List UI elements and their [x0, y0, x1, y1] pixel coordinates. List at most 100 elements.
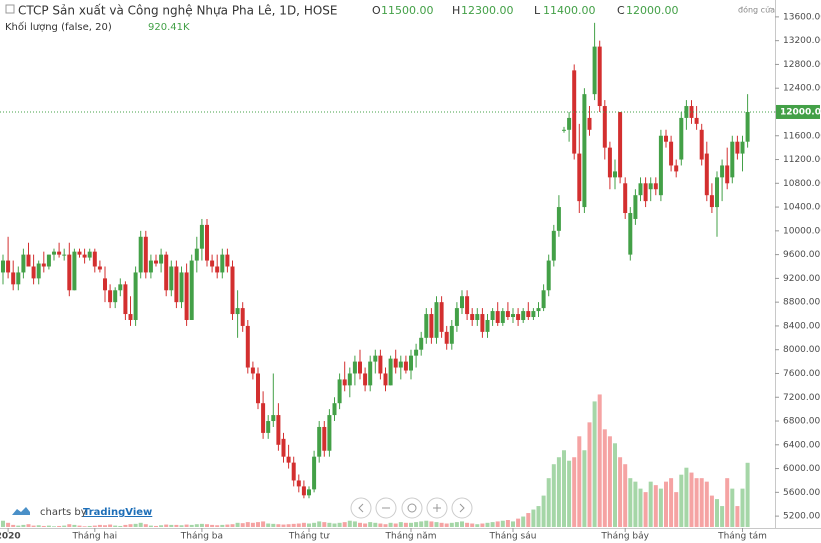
candle-body: [424, 314, 429, 338]
candle-body: [694, 117, 699, 124]
candle-body: [536, 308, 541, 312]
candle-body: [383, 373, 388, 386]
candle-body: [26, 254, 31, 267]
volume-bar: [271, 523, 276, 527]
candle-body: [378, 355, 383, 374]
candle-body: [577, 153, 582, 202]
candle-body: [199, 224, 204, 249]
volume-bar: [454, 522, 459, 527]
volume-bar: [383, 524, 388, 527]
candle-body: [592, 46, 597, 95]
volume-bar: [424, 520, 429, 527]
brand-name[interactable]: TradingView: [83, 507, 152, 518]
candle-body: [57, 251, 62, 255]
volume-bar: [103, 525, 107, 527]
candle-body: [189, 260, 194, 320]
volume-bar: [215, 525, 220, 527]
candle-body: [679, 117, 684, 160]
candle-body: [205, 224, 209, 261]
collapse-icon[interactable]: [5, 4, 15, 14]
volume-bar: [41, 525, 46, 527]
volume-bar: [398, 522, 403, 527]
candle-body: [439, 302, 444, 332]
candle-body: [41, 263, 46, 267]
candle-body: [128, 314, 133, 320]
volume-bar: [720, 506, 725, 527]
volume-bar: [388, 522, 393, 527]
candle-body: [210, 260, 215, 267]
volume-bar: [694, 478, 699, 527]
candle-body: [490, 311, 495, 320]
volume-bar: [31, 525, 36, 527]
candle-body: [562, 129, 566, 131]
volume-bar: [414, 522, 419, 527]
volume-bar: [480, 523, 485, 527]
candle-body: [546, 260, 551, 291]
volume-bar: [562, 450, 566, 527]
volume-bar: [205, 524, 209, 527]
volume-bar: [220, 524, 225, 527]
volume-bar: [577, 436, 582, 527]
candle-body: [118, 284, 123, 291]
volume-bar: [393, 523, 398, 527]
x-tick-label: Tháng bảy: [600, 531, 649, 542]
ohlc-value: 12300.00: [461, 4, 514, 17]
candle-body: [740, 141, 745, 154]
volume-bar: [225, 524, 230, 527]
reset[interactable]: [401, 497, 423, 519]
volume-bar: [368, 522, 373, 527]
volume-legend-value: 920.41K: [148, 22, 190, 33]
scroll-right[interactable]: [451, 497, 473, 519]
candle-body: [103, 278, 107, 291]
volume-bar: [556, 457, 561, 527]
candle-body: [286, 456, 291, 463]
volume-bar: [235, 522, 240, 527]
volume-bar: [664, 481, 668, 527]
volume-bar: [57, 525, 62, 527]
candle-body: [623, 183, 628, 214]
volume-bar: [490, 522, 495, 527]
candle-body: [108, 290, 113, 303]
candle-body: [358, 361, 362, 374]
volume-bar: [123, 524, 128, 527]
candle-body: [363, 373, 368, 386]
candle-body: [327, 415, 332, 451]
candle-body: [31, 266, 36, 279]
branding[interactable]: charts by TradingView: [12, 507, 152, 518]
candle-body: [113, 290, 118, 303]
candle-body: [46, 254, 51, 267]
volume-bar: [526, 513, 531, 527]
candle-body: [296, 480, 301, 487]
volume-bar: [286, 524, 291, 527]
scroll-left[interactable]: [350, 497, 372, 519]
candle-body: [72, 251, 77, 291]
volume-bar: [184, 524, 189, 527]
candle-body: [653, 183, 658, 190]
volume-bar: [108, 524, 113, 527]
candle-body: [409, 355, 413, 371]
candle-body: [414, 349, 419, 356]
candle-body: [485, 319, 490, 332]
candle-body: [669, 141, 674, 166]
volume-bar: [164, 524, 169, 527]
volume-bar: [587, 422, 592, 527]
volume-bar: [307, 523, 311, 527]
volume-bar: [337, 522, 342, 527]
candle-body: [643, 183, 648, 202]
volume-bar: [633, 481, 638, 527]
candle-body: [266, 421, 271, 433]
volume-bar: [592, 401, 597, 527]
candle-body: [572, 70, 577, 154]
candle-body: [628, 213, 633, 255]
volume-bar: [143, 524, 148, 527]
volume-bar: [745, 462, 750, 527]
volume-bar: [602, 429, 607, 527]
y-tick-label: 6400.00: [783, 440, 820, 450]
candle-body: [480, 314, 485, 332]
candle-body: [454, 308, 459, 326]
volume-bar: [62, 525, 67, 527]
candle-body: [256, 373, 260, 404]
volume-bar: [674, 492, 679, 527]
